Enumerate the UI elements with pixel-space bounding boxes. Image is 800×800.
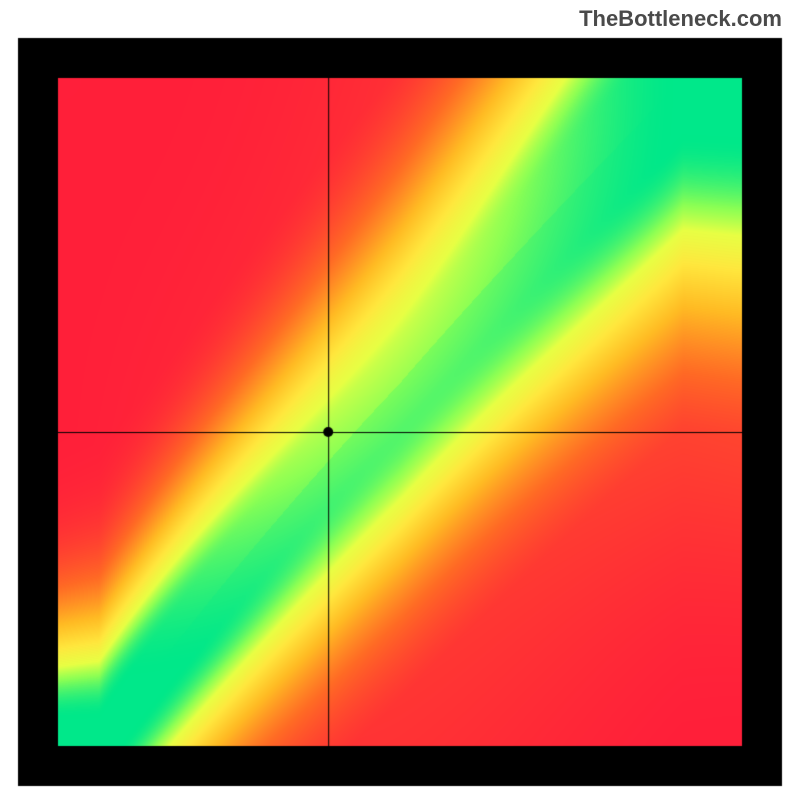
watermark-text: TheBottleneck.com bbox=[579, 6, 782, 32]
bottleneck-heatmap-canvas bbox=[0, 0, 800, 800]
